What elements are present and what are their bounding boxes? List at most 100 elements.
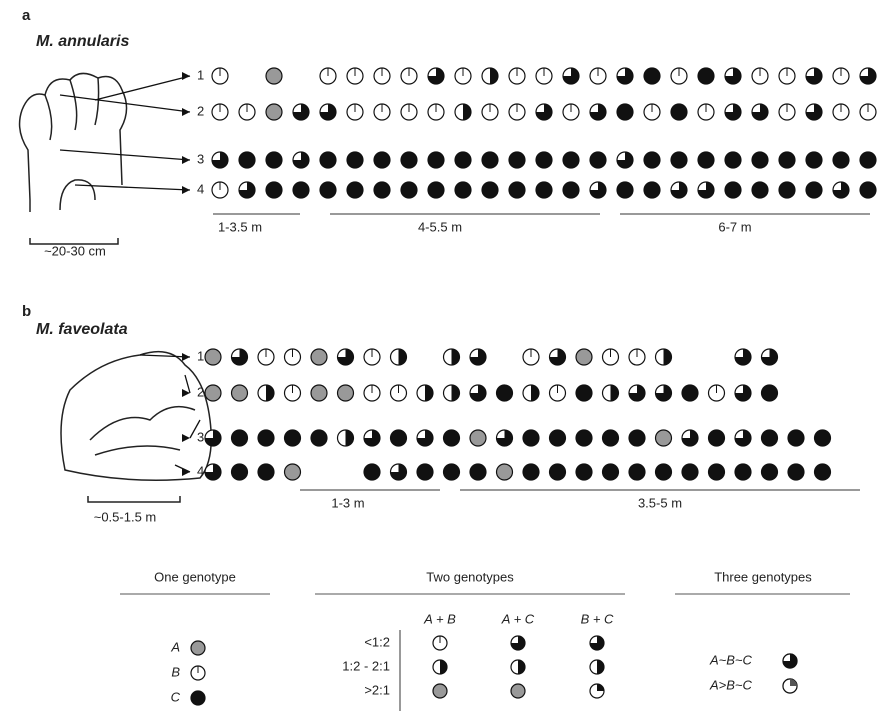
symbol-fill [597, 684, 604, 691]
symbol-circle [417, 464, 433, 480]
genotype-symbol [725, 68, 741, 84]
symbol-circle [644, 152, 660, 168]
genotype-symbol [482, 104, 498, 120]
symbol-circle [698, 152, 714, 168]
symbol-circle [709, 430, 725, 446]
genotype-symbol [806, 182, 822, 198]
genotype-label: B [171, 664, 180, 679]
genotype-symbol [266, 68, 282, 84]
genotype-symbol [391, 349, 407, 365]
symbol-fill [490, 68, 498, 84]
genotype-symbol [374, 182, 390, 198]
symbol-circle [725, 152, 741, 168]
genotype-symbol [590, 68, 606, 84]
genotype-symbol [590, 104, 606, 120]
genotype-symbol [338, 349, 354, 365]
genotype-symbol [629, 464, 645, 480]
genotype-symbol [347, 104, 363, 120]
symbol-circle [401, 182, 417, 198]
symbol-circle [311, 430, 327, 446]
symbol-circle [320, 152, 336, 168]
row-number: 1 [197, 67, 204, 82]
genotype-symbol [455, 182, 471, 198]
symbol-circle [470, 464, 486, 480]
row-number: 4 [197, 463, 204, 478]
symbol-circle [806, 182, 822, 198]
genotype-symbol [725, 104, 741, 120]
genotype-label: C [171, 689, 181, 704]
genotype-symbol [682, 385, 698, 401]
genotype-symbol [239, 152, 255, 168]
genotype-symbol [455, 152, 471, 168]
genotype-symbol [752, 152, 768, 168]
symbol-circle [590, 152, 606, 168]
genotype-symbol [285, 430, 301, 446]
ratio-label: <1:2 [364, 634, 390, 649]
ratio-label: >2:1 [364, 682, 390, 697]
genotype-symbol [347, 182, 363, 198]
genotype-symbol [656, 385, 672, 401]
symbol-circle [788, 464, 804, 480]
genotype-symbol [762, 349, 778, 365]
species-name: M. annularis [36, 33, 129, 50]
symbol-circle [860, 182, 876, 198]
genotype-symbol [523, 464, 539, 480]
genotype-symbol [617, 152, 633, 168]
row-number: 2 [197, 103, 204, 118]
symbol-circle [232, 385, 248, 401]
symbol-circle [511, 684, 525, 698]
genotype-symbol [590, 684, 604, 698]
symbol-circle [806, 152, 822, 168]
genotype-symbol [735, 349, 751, 365]
genotype-symbol [428, 104, 444, 120]
genotype-symbol [470, 385, 486, 401]
genotype-symbol [833, 152, 849, 168]
symbol-circle [311, 385, 327, 401]
zone-label: 1-3.5 m [218, 219, 262, 234]
genotype-symbol [698, 104, 714, 120]
symbol-circle [428, 152, 444, 168]
symbol-circle [347, 152, 363, 168]
genotype-symbol [779, 152, 795, 168]
symbol-circle [523, 430, 539, 446]
panel-label: b [22, 303, 31, 320]
genotype-symbol [656, 430, 672, 446]
genotype-symbol [536, 104, 552, 120]
symbol-circle [617, 182, 633, 198]
symbol-circle [455, 182, 471, 198]
symbol-circle [682, 464, 698, 480]
genotype-symbol [417, 385, 433, 401]
zone-label: 1-3 m [331, 495, 364, 510]
genotype-symbol [347, 68, 363, 84]
symbol-circle [293, 182, 309, 198]
legend-title: Three genotypes [714, 569, 812, 584]
symbol-circle [682, 385, 698, 401]
symbol-fill [452, 385, 460, 401]
genotype-symbol [212, 68, 228, 84]
three-label: A~B~C [709, 652, 753, 667]
symbol-circle [833, 152, 849, 168]
symbol-circle [482, 182, 498, 198]
symbol-fill [531, 385, 539, 401]
symbol-circle [735, 464, 751, 480]
genotype-symbol [603, 464, 619, 480]
genotype-symbol [523, 430, 539, 446]
symbol-circle [629, 464, 645, 480]
genotype-symbol [779, 104, 795, 120]
symbol-circle [563, 152, 579, 168]
genotype-symbol [603, 430, 619, 446]
genotype-symbol [806, 104, 822, 120]
genotype-symbol [550, 464, 566, 480]
zone-label: 3.5-5 m [638, 495, 682, 510]
symbol-circle [671, 152, 687, 168]
symbol-circle [576, 430, 592, 446]
genotype-symbol [590, 152, 606, 168]
genotype-symbol [293, 152, 309, 168]
genotype-symbol [374, 104, 390, 120]
genotype-symbol [433, 636, 447, 650]
genotype-symbol [428, 182, 444, 198]
symbol-circle [752, 182, 768, 198]
genotype-symbol [266, 104, 282, 120]
zone-label: 4-5.5 m [418, 219, 462, 234]
symbol-circle [752, 152, 768, 168]
